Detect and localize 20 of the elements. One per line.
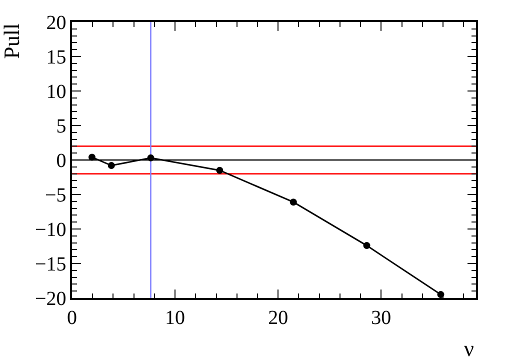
y-tick-label: 5	[56, 116, 66, 138]
y-tick-label: −15	[34, 254, 66, 276]
y-tick-label: 15	[46, 46, 66, 68]
x-tick-label: 10	[165, 306, 186, 329]
x-tick-label: 20	[268, 306, 288, 329]
point	[88, 154, 96, 161]
y-tick-label: −5	[44, 184, 66, 206]
y-tick-label: 20	[46, 12, 66, 34]
point	[216, 166, 224, 174]
point	[363, 242, 370, 250]
y-tick-label: 0	[56, 150, 66, 172]
point	[147, 154, 154, 162]
point	[290, 198, 297, 206]
point	[108, 162, 115, 170]
x-tick-label: 30	[371, 306, 392, 329]
y-axis-title: Pull	[0, 23, 24, 59]
x-axis-title: ν	[464, 336, 474, 360]
y-tick-label: 10	[46, 81, 66, 103]
y-tick-label: −20	[34, 288, 66, 310]
y-tick-label: −10	[34, 219, 66, 241]
